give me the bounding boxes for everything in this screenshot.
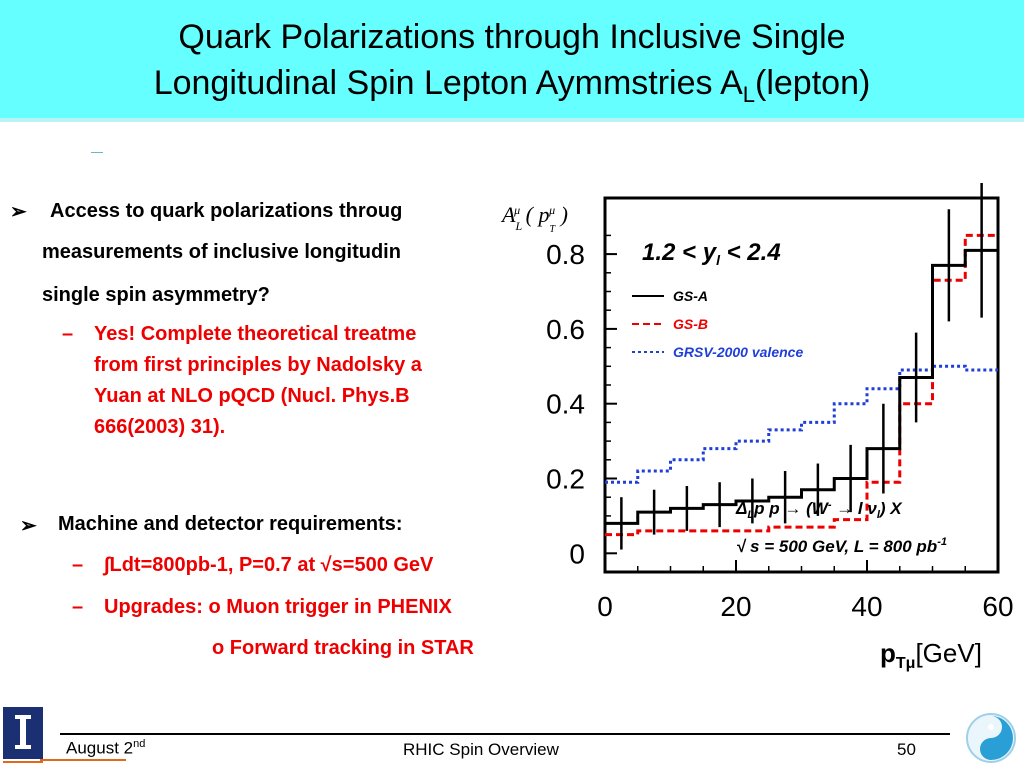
series-gs-a	[605, 248, 998, 525]
illinois-logo-icon	[3, 707, 43, 763]
bullet-1-sub-line-1: Yes! Complete theoretical treatme	[94, 323, 417, 345]
x-axis-label: pTμ[GeV]	[880, 638, 982, 672]
university-logo	[3, 707, 43, 765]
y-tick-label: 0.6	[546, 314, 585, 345]
y-tick-label: 0	[569, 538, 585, 569]
bullet-arrow-icon: ➢	[20, 515, 37, 537]
x-tick-label: 40	[851, 591, 882, 622]
bullet-1-sub-line-4: 666(2003) 31).	[94, 416, 226, 438]
bullet-arrow-icon: ➢	[10, 201, 27, 223]
bullet-1-line-3: single spin asymmetry?	[42, 284, 270, 306]
bullet-1-sub-line-3: Yuan at NLO pQCD (Nucl. Phys.B	[94, 385, 410, 407]
footer-rule	[60, 733, 950, 735]
bullet-1-line-2: measurements of inclusive longitudin	[42, 241, 401, 263]
asymmetry-chart: 0 20 40 60 0 0.2 0.4 0.6 0.8 GS-A GS-B GRSV-2000 va…	[500, 183, 1014, 672]
y-tick-label: 0.2	[546, 464, 585, 495]
bullet-1-line-1: Access to quark polarizations throug	[50, 200, 403, 222]
slide-title: Quark Polarizations through Inclusive Si…	[0, 14, 1024, 118]
decor-dash	[91, 152, 103, 153]
footer-title: RHIC Spin Overview	[403, 740, 559, 759]
y-axis-label: ALμ ( pTμ )	[500, 202, 568, 235]
series-grsv-2000-valence	[605, 364, 998, 484]
x-tick-label: 20	[720, 591, 751, 622]
chart-panel: 0 20 40 60 0 0.2 0.4 0.6 0.8 GS-A GS-B GRSV-2000 va…	[480, 180, 1024, 680]
x-tick-label: 60	[982, 591, 1013, 622]
bullet-2-sub-1: ∫Ldt=800pb-1, P=0.7 at √s=500 GeV	[104, 554, 434, 576]
page-number: 50	[897, 740, 916, 759]
bullet-1-sub-line-2: from first principles by Nadolsky a	[94, 354, 422, 376]
sub-dash-icon: –	[72, 596, 84, 618]
legend-label: GRSV-2000 valence	[673, 344, 803, 360]
legend-label: GS-A	[673, 288, 708, 304]
y-tick-label: 0.4	[546, 389, 585, 420]
energy-label: √ s = 500 GeV, L = 800 pb-1	[736, 536, 947, 556]
title-line-1: Quark Polarizations through Inclusive Si…	[178, 18, 846, 56]
bullet-2-sub-3: o Forward tracking in STAR	[212, 637, 474, 659]
y-tick-label: 0.8	[546, 239, 585, 270]
sub-dash-icon: –	[72, 554, 84, 576]
title-line-2-post: (lepton)	[755, 64, 871, 102]
process-label: ΔLp p → (W- → l νl) X	[735, 499, 903, 521]
footer-date-text: August 2	[66, 738, 134, 758]
title-line-2: Longitudinal Spin Lepton Aymmstries AL(l…	[0, 60, 1024, 118]
title-line-2-pre: Longitudinal Spin Lepton Aymmstries A	[153, 64, 743, 102]
title-line-2-sub: L	[742, 81, 756, 107]
title-bar: Quark Polarizations through Inclusive Si…	[0, 0, 1024, 122]
footer-accent	[40, 759, 126, 761]
rapidity-label: 1.2 < yl < 2.4	[642, 239, 781, 268]
bullet-2-line-1: Machine and detector requirements:	[58, 513, 403, 535]
rhic-logo-icon	[966, 713, 1016, 763]
footer-date-sup: nd	[133, 738, 146, 750]
legend-label: GS-B	[673, 316, 708, 332]
bullet-2-sub-2: Upgrades: o Muon trigger in PHENIX	[104, 596, 452, 618]
x-tick-label: 0	[597, 591, 613, 622]
footer-date: August 2nd	[66, 738, 145, 759]
sub-dash-icon: –	[62, 323, 74, 345]
